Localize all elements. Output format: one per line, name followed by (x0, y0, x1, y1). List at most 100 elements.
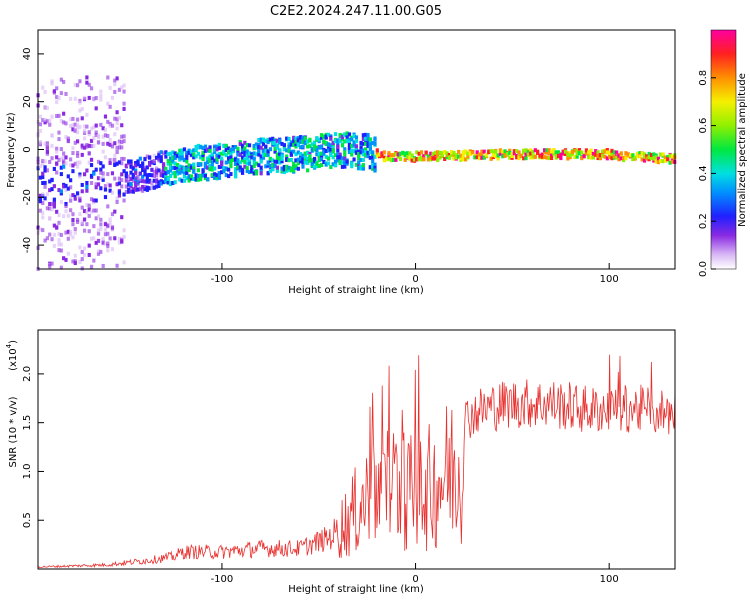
snr-x-label: Height of straight line (km) (288, 584, 424, 595)
spectrogram-cell (333, 159, 338, 164)
spectrogram-cell (345, 161, 349, 166)
spectrogram-cell (71, 169, 75, 174)
spectrogram-cell (405, 151, 410, 156)
spectrogram-cell (227, 146, 231, 151)
spectrogram-cell (213, 149, 217, 154)
spectrogram-cell (547, 151, 551, 156)
spectrogram-cell (310, 158, 314, 163)
spectrogram-cell (89, 197, 94, 202)
spectrogram-cell (129, 170, 133, 175)
spectrogram-cell (238, 141, 242, 146)
spectrogram-cell (347, 145, 352, 150)
spectrogram-cell (505, 151, 510, 156)
spectrogram-cell (199, 177, 203, 182)
spectrogram-cell (612, 154, 616, 159)
spectrogram-cell (124, 178, 128, 183)
spectrogram-cell (64, 209, 68, 214)
spectrogram-cell (231, 146, 235, 151)
spectrogram-cell (210, 156, 214, 161)
spectrogram-cell (477, 152, 482, 157)
spectrogram-cell (649, 152, 654, 157)
snr-background (38, 330, 675, 569)
spectrogram-cell (75, 217, 80, 222)
spectrogram-cell (178, 157, 182, 162)
spectrogram-cell (433, 156, 438, 161)
spectrogram-cell (612, 150, 616, 155)
spectrogram-cell (134, 160, 138, 165)
spectrogram-cell (350, 152, 354, 157)
spectrogram-cell (278, 140, 282, 145)
spectrogram-cell (329, 143, 333, 148)
spectrogram-cell (261, 155, 266, 160)
spectrogram-cell (264, 138, 268, 143)
spectrogram-cell (113, 162, 117, 167)
spectrogram-cell (549, 149, 554, 154)
spectrogram-cell (350, 161, 354, 166)
spectrogram-cell (161, 172, 166, 177)
spectrogram-cell (106, 182, 110, 187)
spectrogram-cell (589, 148, 593, 153)
spectrogram-cell (608, 151, 612, 156)
spectrogram-cell (180, 151, 184, 156)
snr-x-tick-label: -100 (211, 574, 234, 585)
spectrogram-cell (71, 212, 75, 217)
spectrogram-cell (78, 174, 82, 179)
spectrogram-cell (57, 157, 61, 162)
spectrogram-cell (196, 173, 201, 178)
spectrogram-cell (361, 136, 365, 141)
spectrogram-cell (85, 80, 89, 85)
spectrogram-cell (41, 181, 45, 186)
spectrogram-cell (52, 166, 56, 171)
spectrogram-cell (361, 133, 365, 138)
spectrogram-cell (96, 159, 101, 164)
spectrogram-cell (517, 156, 521, 161)
spectrogram-cell (117, 87, 122, 92)
spectrogram-cell (62, 256, 66, 261)
spectrogram-cell (436, 158, 440, 163)
spectrogram-cell (317, 145, 321, 150)
spectrogram-cell (45, 119, 49, 124)
spectrogram-cell (357, 149, 361, 154)
spectrogram-cell (71, 222, 75, 227)
spectrogram-cell (43, 165, 47, 170)
spectrogram-cell (43, 168, 47, 173)
spectrogram-cell (192, 177, 196, 182)
spectrogram-cell (129, 182, 133, 187)
spectrogram-cell (131, 187, 135, 192)
spectrogram-cell (227, 159, 231, 164)
spectrogram-cell (110, 247, 115, 252)
spectrogram-cell (159, 150, 163, 155)
spectrogram-cell (94, 182, 98, 187)
spectrogram-cell (336, 140, 340, 145)
spectrogram-cell (366, 154, 370, 159)
spectrogram-cell (115, 149, 119, 154)
spectrogram-cell (78, 260, 82, 265)
spectrogram-cell (236, 146, 240, 151)
spectrogram-cell (196, 151, 201, 156)
spectrogram-cell (670, 156, 674, 161)
spectrogram-cell (233, 170, 238, 175)
spectrogram-cell (484, 152, 489, 157)
spectrogram-cell (310, 161, 314, 166)
spectrogram-cell (59, 191, 63, 196)
spectrogram-cell (43, 120, 47, 125)
spectrogram-cell (482, 149, 486, 154)
spectrogram-cell (143, 179, 147, 184)
spectrogram-cell (454, 153, 458, 158)
spectrogram-cell (289, 166, 293, 171)
spectrogram-cell (312, 144, 317, 149)
spectrogram-cell (287, 165, 291, 170)
spectrogram-cell (229, 161, 233, 166)
spectrogram-cell (136, 162, 140, 167)
spectrogram-cell (605, 150, 609, 155)
spectrogram-cell (387, 156, 391, 161)
spectrogram-cell (243, 152, 247, 157)
spectrogram-cell (343, 147, 347, 152)
spectrogram-cell (59, 165, 63, 170)
spectrogram-cell (561, 151, 565, 156)
spectrogram-cell (99, 122, 103, 127)
spectrogram-cell (164, 150, 168, 155)
spectrogram-cell (373, 168, 377, 173)
spectrogram-x-label: Height of straight line (km) (288, 285, 424, 296)
spectrogram-cell (66, 186, 70, 191)
